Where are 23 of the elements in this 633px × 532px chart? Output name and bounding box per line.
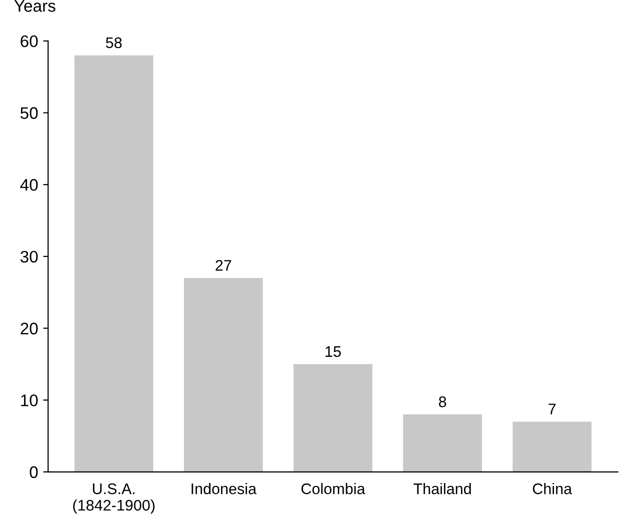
data-label: 58 <box>106 37 122 48</box>
x-tick-label: Indonesia <box>192 482 257 494</box>
data-label: 7 <box>548 404 556 414</box>
data-label: 8 <box>438 396 446 408</box>
bar <box>294 364 372 472</box>
bar <box>74 55 154 472</box>
bar <box>184 278 263 472</box>
y-axis-title: Years <box>14 0 56 12</box>
y-tick-label: 50 <box>20 107 38 119</box>
x-tick-label: Thailand <box>414 482 471 494</box>
bar <box>403 414 482 472</box>
y-tick-label: 20 <box>20 322 38 334</box>
y-tick-label: 30 <box>20 250 38 263</box>
y-tick-label: 10 <box>21 394 38 406</box>
y-tick-label: 40 <box>20 179 38 191</box>
y-tick-label: 60 <box>20 35 38 48</box>
x-tick-label: Colombia <box>301 482 366 494</box>
data-label: 15 <box>326 346 341 357</box>
y-tick-label: 0 <box>30 466 38 478</box>
x-tick-label: China <box>532 482 572 494</box>
data-label: 27 <box>216 260 232 271</box>
x-tick-label: U.S.A. (1842-1900) <box>73 483 155 514</box>
bar <box>512 422 592 472</box>
